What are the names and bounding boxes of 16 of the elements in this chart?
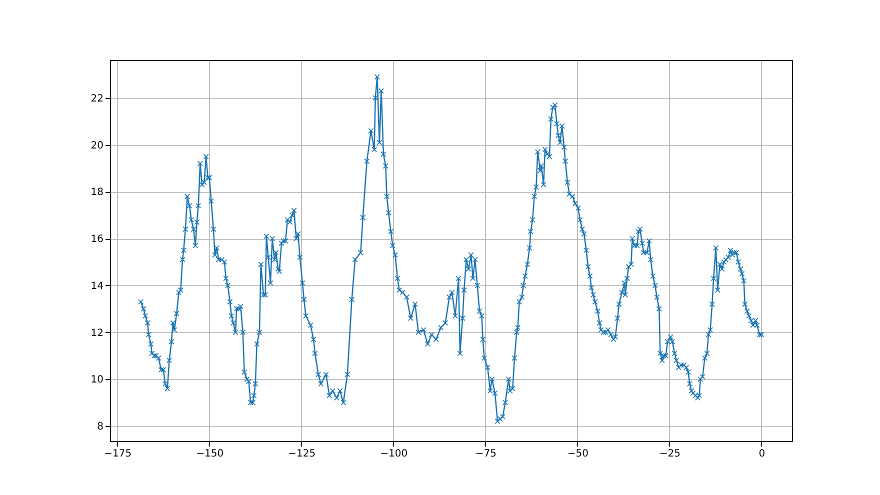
y-tick-label: 18: [90, 187, 104, 198]
x-tick-label: −75: [475, 448, 496, 460]
y-tick-label: 20: [90, 140, 104, 152]
x-tick-label: −175: [104, 448, 132, 460]
x-tick-label: 0: [758, 448, 766, 460]
x-tick-label: −50: [567, 448, 588, 460]
x-tick-label: −100: [380, 448, 408, 460]
y-tick-label: 8: [97, 422, 104, 433]
y-tick-label: 12: [90, 328, 104, 339]
x-tick-label: −125: [288, 448, 316, 460]
y-tick-label: 16: [90, 234, 104, 246]
x-tick-label: −150: [196, 448, 224, 460]
y-tick-label: 10: [90, 374, 104, 386]
x-tick-label: −25: [659, 448, 680, 460]
y-tick-label: 22: [90, 93, 104, 104]
y-tick-label: 14: [90, 280, 104, 292]
